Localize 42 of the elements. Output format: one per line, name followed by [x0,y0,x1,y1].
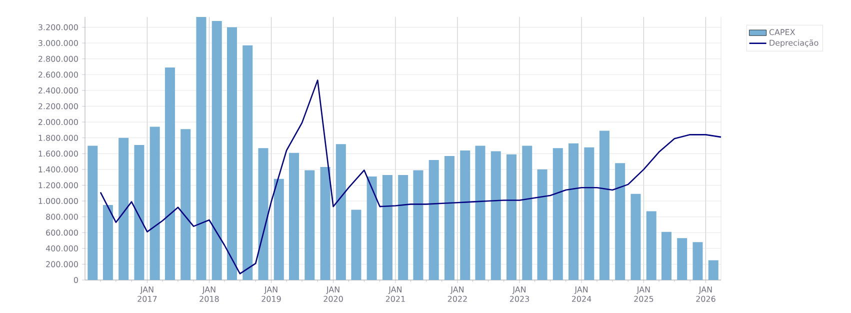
bar [599,130,610,280]
bar [692,242,703,280]
bar [646,211,656,280]
bar [522,146,532,280]
bar [274,178,284,280]
bar [630,194,641,280]
bar [615,163,626,280]
bar [320,167,330,280]
bar [196,16,206,280]
bar [490,151,501,280]
bar [336,144,346,280]
bar [568,143,579,280]
bar [289,152,300,280]
line-series [100,80,722,274]
bar [382,174,392,280]
bar [677,238,688,280]
bar [428,160,439,280]
bar [537,169,548,280]
bar [584,147,594,280]
bar [212,20,222,280]
bar [413,170,424,280]
bar [164,68,175,280]
bar [708,260,718,280]
bar [258,148,268,280]
bar [444,156,454,280]
bar [118,138,129,280]
bar [661,232,672,280]
bar [226,27,237,280]
bar [366,176,377,280]
bar [552,148,563,280]
bar [134,144,144,280]
bar [150,126,160,280]
bar [180,129,191,280]
bar [351,210,362,280]
bar [398,174,408,280]
bar [102,204,113,280]
bar [506,154,517,280]
bar [475,146,486,280]
bar [304,170,315,280]
bar [242,45,253,280]
bar [460,150,470,280]
bar [88,146,98,280]
